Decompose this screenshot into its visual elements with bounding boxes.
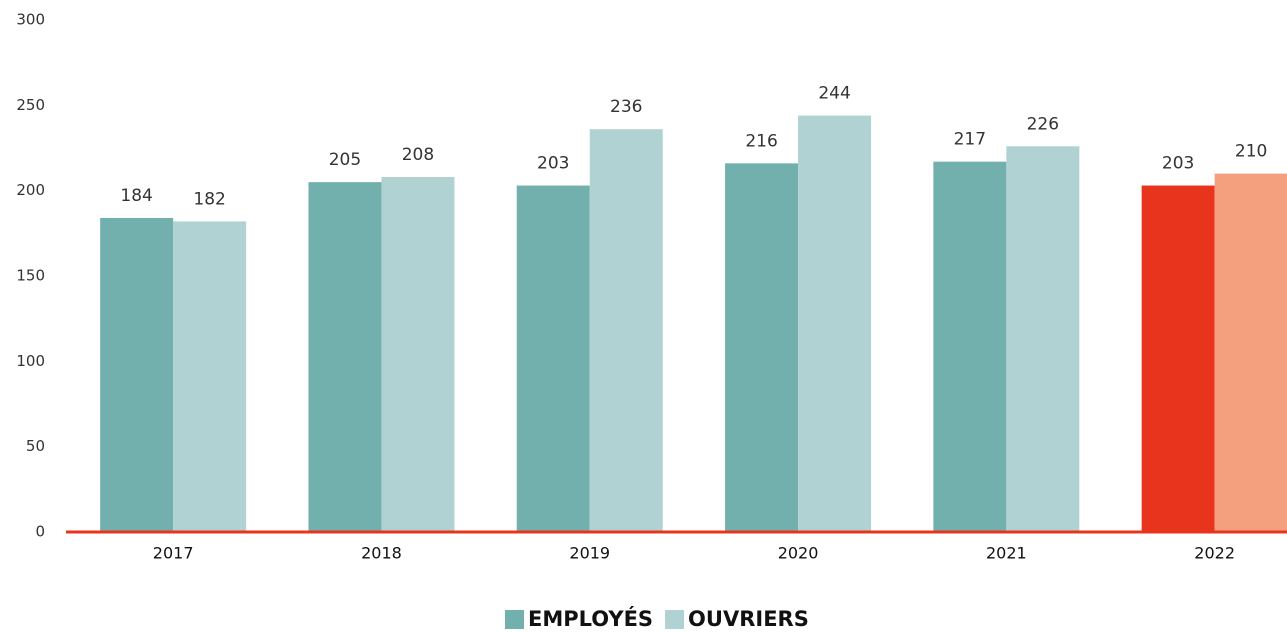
y-tick-label: 0 [35, 523, 45, 541]
value-label: 244 [818, 84, 850, 104]
bar [100, 217, 174, 532]
x-tick-label: 2021 [986, 544, 1027, 563]
y-tick-label: 300 [16, 11, 45, 29]
y-tick-label: 50 [26, 437, 45, 455]
legend-label: EMPLOYÉS [528, 606, 653, 631]
bar [1141, 185, 1215, 532]
value-label: 226 [1027, 114, 1059, 134]
x-tick-label: 2018 [361, 544, 402, 563]
value-label: 217 [954, 130, 986, 150]
value-label: 203 [537, 154, 569, 174]
y-tick-label: 250 [16, 96, 45, 114]
y-tick-label: 200 [16, 181, 45, 199]
bar [173, 221, 247, 533]
x-tick-label: 2022 [1194, 544, 1235, 563]
value-label: 203 [1162, 154, 1194, 174]
x-tick-label: 2017 [153, 544, 194, 563]
legend-swatch [665, 610, 685, 629]
value-label: 210 [1235, 142, 1267, 162]
value-label: 236 [610, 97, 642, 117]
legend-label: OUVRIERS [688, 607, 809, 631]
y-tick-label: 150 [16, 267, 45, 285]
bar [516, 185, 590, 532]
bar [308, 182, 382, 532]
value-label: 208 [402, 145, 434, 165]
value-label: 216 [745, 131, 777, 151]
x-tick-label: 2020 [778, 544, 819, 563]
bar [798, 115, 872, 532]
legend-swatch [505, 610, 524, 629]
value-label: 205 [329, 150, 361, 170]
bar [1006, 146, 1080, 532]
value-label: 182 [193, 189, 225, 209]
x-tick-label: 2019 [569, 544, 610, 563]
value-label: 184 [120, 186, 152, 206]
bar [933, 161, 1007, 533]
bar [381, 177, 455, 532]
bar [725, 163, 799, 533]
y-tick-label: 100 [16, 352, 45, 370]
bar [1214, 173, 1287, 532]
bar [589, 129, 663, 532]
